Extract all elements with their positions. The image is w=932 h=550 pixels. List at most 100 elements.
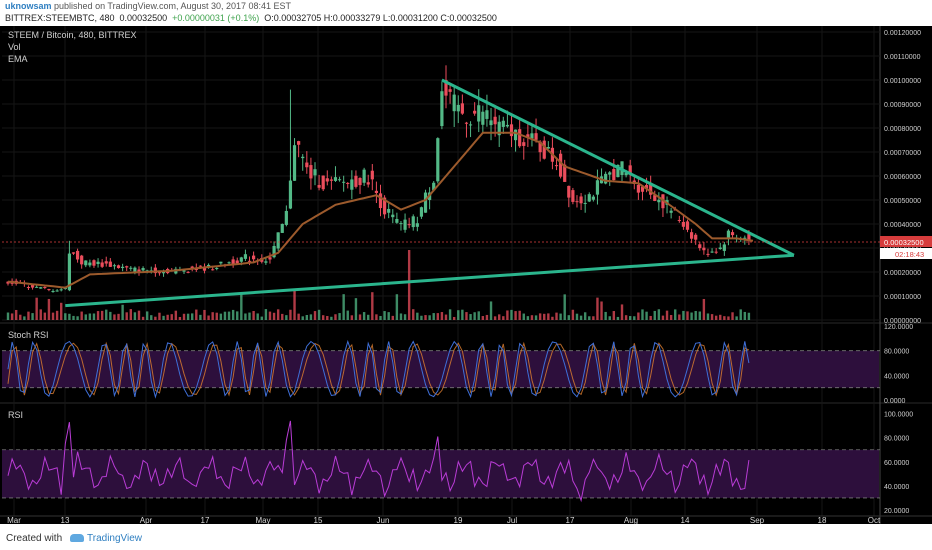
volume-bar bbox=[195, 309, 198, 320]
volume-bar bbox=[657, 309, 661, 320]
candle-body bbox=[726, 230, 731, 239]
chart-area[interactable]: Mar 13 Apr 17 May 15 Jun 19 Jul 17 Aug 14 Sep 18 Oct 0.… bbox=[0, 26, 932, 525]
volume-bar bbox=[747, 312, 751, 320]
price-tick-label: 0.00110000 bbox=[884, 54, 921, 61]
trendline-upper bbox=[441, 78, 795, 257]
volume-bar bbox=[628, 316, 632, 320]
volume-bar bbox=[723, 316, 726, 320]
x-tick-label: 18 bbox=[818, 516, 827, 524]
volume-bar bbox=[317, 309, 321, 320]
volume-bar bbox=[260, 316, 263, 320]
candle-body bbox=[452, 94, 456, 112]
x-tick-label: 13 bbox=[61, 516, 70, 524]
candle-body bbox=[464, 122, 469, 124]
x-tick-label: Mar bbox=[7, 516, 21, 524]
candle-body bbox=[382, 197, 387, 215]
volume-bar bbox=[379, 316, 382, 320]
candle-body bbox=[644, 185, 649, 189]
volume-bar bbox=[203, 309, 206, 320]
volume-bar bbox=[141, 316, 145, 320]
candle-body bbox=[243, 254, 248, 259]
volume-bar bbox=[690, 312, 693, 320]
volume-bar bbox=[305, 314, 309, 320]
volume-bar bbox=[588, 316, 591, 320]
candle-body bbox=[489, 120, 493, 126]
candle-body bbox=[714, 251, 718, 253]
volume-bar bbox=[51, 312, 55, 320]
x-tick-label: Jun bbox=[377, 516, 390, 524]
volume-bar bbox=[395, 294, 399, 320]
candle-body bbox=[444, 80, 448, 96]
volume-bar bbox=[731, 312, 734, 320]
candle-body bbox=[313, 169, 317, 176]
last-price-tag-text: 0.00032500 bbox=[884, 238, 924, 247]
volume-bar bbox=[498, 314, 501, 320]
tradingview-logo-icon bbox=[70, 534, 84, 543]
candle-body bbox=[297, 141, 301, 145]
candle-body bbox=[84, 260, 88, 266]
candle-body bbox=[419, 207, 424, 217]
candle-body bbox=[689, 232, 694, 239]
x-tick-label: 17 bbox=[201, 516, 210, 524]
candle-body bbox=[96, 261, 100, 265]
volume-bar bbox=[240, 293, 243, 320]
volume-bar bbox=[477, 311, 480, 320]
chart-svg[interactable]: Mar 13 Apr 17 May 15 Jun 19 Jul 17 Aug 14 Sep 18 Oct 0.… bbox=[0, 26, 932, 525]
stoch-tick-label: 0.0000 bbox=[884, 398, 906, 405]
candle-body bbox=[337, 179, 342, 181]
volume-bar bbox=[113, 314, 116, 320]
candle-body bbox=[636, 184, 640, 193]
candle-body bbox=[71, 252, 76, 254]
volume-bar bbox=[31, 313, 34, 320]
volume-bar bbox=[440, 312, 444, 320]
volume-bar bbox=[133, 312, 137, 320]
volume-bar bbox=[579, 315, 583, 320]
volume-bar bbox=[109, 311, 112, 320]
symbol-label: BITTREX:STEEMBTC, 480 bbox=[5, 13, 115, 23]
candle-body bbox=[342, 181, 346, 183]
rsi-band bbox=[2, 449, 879, 498]
volume-bar bbox=[19, 314, 22, 320]
rsi-line bbox=[7, 420, 750, 503]
candle-body bbox=[493, 116, 497, 125]
candle-body bbox=[202, 267, 207, 271]
volume-bar bbox=[223, 311, 227, 320]
candle-body bbox=[399, 223, 403, 225]
volume-bar bbox=[170, 314, 173, 320]
volume-bar bbox=[407, 250, 411, 320]
candle-body bbox=[501, 120, 505, 127]
volume-bar bbox=[76, 316, 79, 320]
volume-bar bbox=[637, 312, 640, 320]
candle-body bbox=[284, 210, 288, 225]
volume-bar bbox=[211, 312, 214, 320]
author-link[interactable]: uknowsam bbox=[5, 1, 52, 11]
price-tick-label: 0.00020000 bbox=[884, 270, 921, 277]
candle-body bbox=[92, 260, 96, 266]
candle-body bbox=[301, 156, 305, 159]
candle-body bbox=[694, 234, 698, 240]
publish-info: published on TradingView.com, August 30,… bbox=[54, 1, 292, 11]
candle-body bbox=[649, 183, 653, 195]
legend-ema: EMA bbox=[8, 54, 28, 64]
volume-bar bbox=[534, 315, 538, 320]
volume-bar bbox=[473, 312, 476, 320]
candle-body bbox=[538, 141, 542, 153]
volume-bar bbox=[538, 313, 542, 320]
tradingview-brand[interactable]: TradingView bbox=[70, 533, 142, 544]
x-tick-label: 19 bbox=[454, 516, 463, 524]
volume-bar bbox=[117, 313, 120, 320]
volume-bar bbox=[624, 315, 628, 320]
candle-body bbox=[436, 138, 440, 182]
volume-bar bbox=[88, 313, 92, 320]
candle-body bbox=[129, 267, 133, 269]
volume-bar bbox=[129, 309, 133, 320]
candle-body bbox=[362, 169, 366, 183]
candle-body bbox=[80, 255, 84, 265]
volume-bar bbox=[489, 301, 493, 320]
candle-body bbox=[366, 182, 370, 185]
rsi-tick-label: 80.0000 bbox=[884, 436, 909, 443]
candle-body bbox=[59, 289, 63, 291]
candle-body bbox=[35, 286, 39, 288]
volume-bar bbox=[706, 313, 710, 320]
volume-bar bbox=[698, 311, 701, 320]
